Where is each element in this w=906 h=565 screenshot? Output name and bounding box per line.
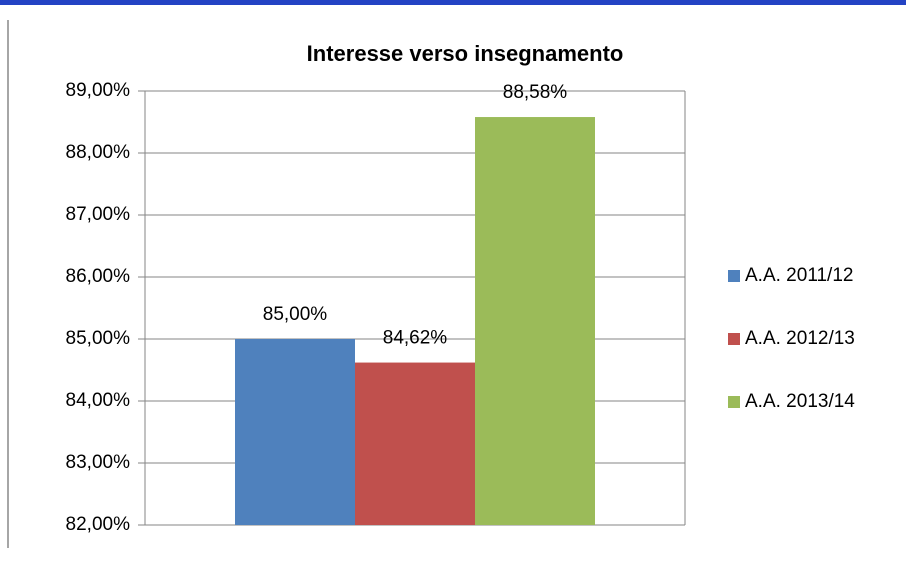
y-tick-label: 84,00% — [66, 390, 131, 411]
legend-label: A.A. 2011/12 — [745, 265, 853, 286]
bar — [235, 339, 355, 525]
legend-label: A.A. 2012/13 — [745, 328, 855, 349]
legend-swatch — [728, 396, 740, 408]
y-tick-label: 82,00% — [66, 514, 131, 535]
legend-swatch — [728, 333, 740, 345]
chart-title: Interesse verso insegnamento — [307, 41, 624, 66]
y-tick-label: 86,00% — [66, 266, 131, 287]
y-tick-label: 88,00% — [66, 142, 131, 163]
data-label: 85,00% — [263, 304, 328, 325]
data-label: 84,62% — [383, 328, 448, 349]
top-border — [0, 0, 906, 5]
legend-label: A.A. 2013/14 — [745, 391, 855, 412]
y-tick-label: 83,00% — [66, 452, 131, 473]
bar — [355, 362, 475, 525]
data-label: 88,58% — [503, 82, 568, 103]
bar — [475, 117, 595, 525]
y-tick-label: 85,00% — [66, 328, 131, 349]
y-tick-label: 89,00% — [66, 80, 131, 101]
legend-swatch — [728, 270, 740, 282]
y-tick-label: 87,00% — [66, 204, 131, 225]
